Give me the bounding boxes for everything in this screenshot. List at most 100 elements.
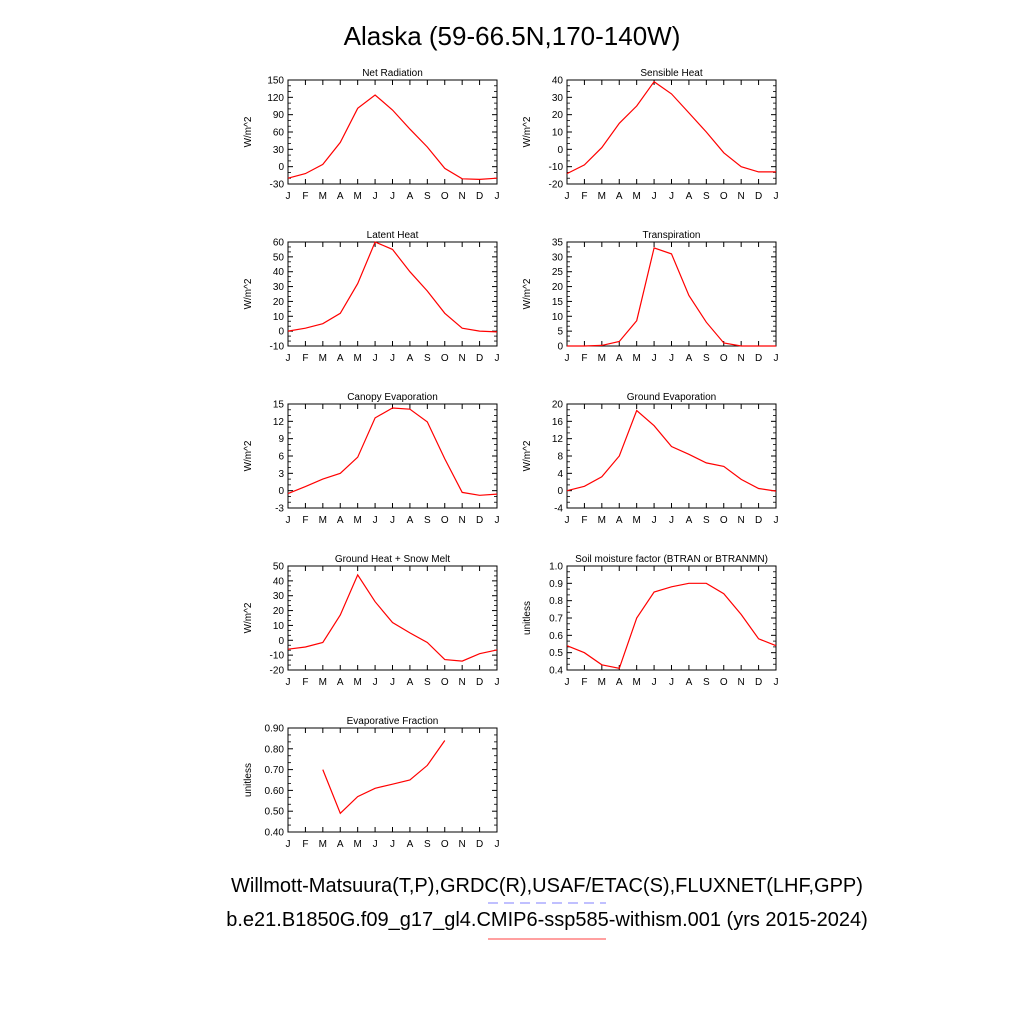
y-tick-label: 30 [552, 93, 564, 104]
x-tick-label: J [390, 677, 395, 688]
y-tick-label: 0 [278, 486, 284, 497]
x-tick-label: N [738, 677, 745, 688]
series-line [322, 740, 446, 815]
y-tick-label: -10 [270, 342, 285, 353]
x-tick-label: J [652, 191, 657, 202]
y-axis-label: unitless [522, 601, 533, 635]
y-tick-label: -10 [549, 162, 564, 173]
x-tick-label: M [319, 839, 327, 850]
x-tick-label: A [407, 839, 414, 850]
x-tick-label: F [302, 353, 308, 364]
y-tick-label: 30 [552, 252, 564, 263]
panel-title: Canopy Evaporation [347, 392, 438, 403]
x-tick-label: O [720, 677, 728, 688]
x-tick-label: M [319, 353, 327, 364]
y-tick-label: 0.50 [265, 807, 285, 818]
panel-title: Transpiration [643, 230, 701, 241]
x-tick-label: S [424, 191, 431, 202]
y-tick-label: 0 [557, 486, 563, 497]
x-tick-label: O [720, 353, 728, 364]
y-axis-label: W/m^2 [243, 440, 254, 471]
x-tick-label: J [565, 353, 570, 364]
x-tick-label: J [495, 677, 500, 688]
x-tick-label: S [424, 677, 431, 688]
y-tick-label: -10 [270, 651, 285, 662]
x-tick-label: O [441, 191, 449, 202]
y-tick-label: 20 [273, 297, 285, 308]
x-tick-label: J [652, 515, 657, 526]
x-tick-label: M [632, 677, 640, 688]
y-axis-label: W/m^2 [243, 278, 254, 309]
x-tick-label: A [337, 677, 344, 688]
y-axis-label: W/m^2 [522, 278, 533, 309]
plot-frame [566, 79, 777, 185]
panel-9: Evaporative Fraction unitless 0.40 0.50 0.60… [243, 716, 500, 850]
panel-title: Sensible Heat [640, 68, 702, 79]
x-tick-label: A [616, 515, 623, 526]
plot-frame [287, 727, 498, 833]
x-tick-label: J [373, 515, 378, 526]
y-tick-label: 50 [273, 562, 285, 573]
x-tick-label: S [424, 839, 431, 850]
x-tick-label: O [441, 839, 449, 850]
x-tick-label: A [616, 353, 623, 364]
x-tick-label: J [495, 191, 500, 202]
x-tick-label: A [337, 839, 344, 850]
panel-8: Soil moisture factor (BTRAN or BTRANMN) u… [522, 554, 779, 688]
series-line [567, 247, 776, 347]
panel-7: Ground Heat + Snow Melt W/m^2 -20 -10 0 10 20 3… [243, 554, 500, 688]
x-tick-label: N [459, 515, 466, 526]
x-tick-label: J [565, 677, 570, 688]
y-tick-label: 8 [557, 452, 563, 463]
x-tick-label: O [720, 515, 728, 526]
y-tick-label: 0.90 [265, 724, 285, 735]
y-tick-label: 12 [273, 417, 285, 428]
legend: Willmott-Matsuura(T,P),GRDC(R),USAF/ETAC… [226, 875, 868, 940]
series-line [566, 409, 777, 492]
y-tick-label: 15 [552, 297, 564, 308]
x-tick-label: M [319, 677, 327, 688]
series-line [287, 94, 498, 181]
series-line [566, 582, 777, 669]
x-tick-label: O [441, 677, 449, 688]
x-tick-label: J [495, 839, 500, 850]
y-tick-label: 0.9 [549, 579, 563, 590]
y-tick-label: 5 [557, 327, 563, 338]
y-tick-label: 1.0 [549, 562, 563, 573]
y-tick-label: -20 [549, 180, 564, 191]
x-tick-label: A [407, 353, 414, 364]
plot-frame [287, 241, 498, 347]
y-tick-label: -4 [554, 504, 563, 515]
legend-obs-label: Willmott-Matsuura(T,P),GRDC(R),USAF/ETAC… [231, 875, 863, 897]
x-tick-label: J [373, 191, 378, 202]
x-tick-label: J [373, 839, 378, 850]
x-tick-label: J [373, 353, 378, 364]
x-tick-label: J [669, 191, 674, 202]
y-tick-label: 0.7 [549, 614, 563, 625]
panel-title: Evaporative Fraction [347, 716, 439, 727]
x-tick-label: D [755, 515, 762, 526]
x-tick-label: J [286, 677, 291, 688]
y-tick-label: 90 [273, 110, 285, 121]
x-tick-label: F [581, 515, 587, 526]
y-tick-label: 20 [273, 606, 285, 617]
y-tick-label: 20 [552, 400, 564, 411]
y-tick-label: 0 [278, 636, 284, 647]
x-tick-label: O [720, 191, 728, 202]
x-tick-label: D [755, 353, 762, 364]
x-tick-label: O [441, 515, 449, 526]
y-tick-label: 0 [557, 145, 563, 156]
y-tick-label: 10 [552, 312, 564, 323]
x-tick-label: M [598, 677, 606, 688]
y-tick-label: 0.8 [549, 596, 563, 607]
y-tick-label: 9 [278, 434, 284, 445]
x-tick-label: J [390, 353, 395, 364]
y-tick-label: -3 [275, 504, 284, 515]
x-tick-label: D [476, 677, 483, 688]
x-tick-label: A [337, 353, 344, 364]
y-tick-label: 0 [278, 162, 284, 173]
